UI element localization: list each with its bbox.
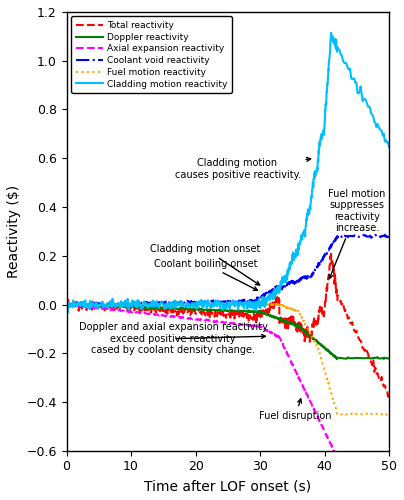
Total reactivity <box>214 312 219 318</box>
Doppler reactivity <box>215 308 219 314</box>
Cladding motion reactivity <box>387 144 391 150</box>
Total reactivity <box>328 251 333 257</box>
Y-axis label: Reactivity ($): Reactivity ($) <box>7 185 21 278</box>
Coolant void reactivity <box>287 280 292 285</box>
Cladding motion reactivity <box>312 168 317 174</box>
Axial expansion reactivity <box>287 356 292 362</box>
Fuel motion reactivity <box>312 338 317 344</box>
Line: Fuel motion reactivity: Fuel motion reactivity <box>67 303 389 415</box>
Axial expansion reactivity <box>151 312 156 318</box>
Fuel motion reactivity <box>151 302 156 308</box>
Axial expansion reactivity <box>312 408 317 414</box>
Doppler reactivity <box>151 306 156 312</box>
Doppler reactivity <box>254 309 259 315</box>
Axial expansion reactivity <box>64 302 69 308</box>
Cladding motion reactivity <box>215 304 219 310</box>
Doppler reactivity <box>287 320 292 326</box>
Line: Coolant void reactivity: Coolant void reactivity <box>67 234 389 306</box>
Fuel motion reactivity <box>279 302 284 308</box>
X-axis label: Time after LOF onset (s): Time after LOF onset (s) <box>144 479 311 493</box>
Cladding motion reactivity <box>279 282 284 288</box>
Cladding motion reactivity <box>151 302 156 308</box>
Text: Fuel disruption: Fuel disruption <box>259 399 332 421</box>
Doppler reactivity <box>279 317 284 323</box>
Cladding motion reactivity <box>64 302 69 308</box>
Cladding motion reactivity <box>65 310 70 316</box>
Cladding motion reactivity <box>254 304 259 310</box>
Total reactivity <box>279 314 284 320</box>
Total reactivity <box>387 391 391 397</box>
Line: Total reactivity: Total reactivity <box>67 254 389 396</box>
Coolant void reactivity <box>383 232 387 237</box>
Fuel motion reactivity <box>254 302 259 308</box>
Legend: Total reactivity, Doppler reactivity, Axial expansion reactivity, Coolant void r: Total reactivity, Doppler reactivity, Ax… <box>71 16 232 93</box>
Line: Cladding motion reactivity: Cladding motion reactivity <box>67 33 389 312</box>
Axial expansion reactivity <box>351 456 356 462</box>
Total reactivity <box>254 312 259 318</box>
Line: Axial expansion reactivity: Axial expansion reactivity <box>67 304 389 459</box>
Fuel motion reactivity <box>135 300 140 306</box>
Text: Coolant boiling onset: Coolant boiling onset <box>154 258 257 290</box>
Total reactivity <box>151 305 156 311</box>
Axial expansion reactivity <box>254 324 259 330</box>
Coolant void reactivity <box>64 301 69 307</box>
Fuel motion reactivity <box>387 411 391 417</box>
Coolant void reactivity <box>215 300 219 306</box>
Doppler reactivity <box>64 301 69 307</box>
Line: Doppler reactivity: Doppler reactivity <box>67 304 389 359</box>
Axial expansion reactivity <box>279 338 284 344</box>
Cladding motion reactivity <box>328 30 333 36</box>
Doppler reactivity <box>387 355 391 361</box>
Coolant void reactivity <box>312 268 317 274</box>
Coolant void reactivity <box>279 284 284 290</box>
Fuel motion reactivity <box>64 301 69 307</box>
Coolant void reactivity <box>67 304 72 310</box>
Doppler reactivity <box>312 336 317 342</box>
Coolant void reactivity <box>254 298 259 304</box>
Axial expansion reactivity <box>387 456 391 462</box>
Fuel motion reactivity <box>215 301 219 307</box>
Text: Doppler and axial expansion reactivity
exceed positive reactivity
cased by coola: Doppler and axial expansion reactivity e… <box>78 322 267 356</box>
Text: Fuel motion
suppresses
reactivity
increase.: Fuel motion suppresses reactivity increa… <box>328 188 385 278</box>
Total reactivity <box>312 319 317 325</box>
Doppler reactivity <box>335 356 339 362</box>
Fuel motion reactivity <box>287 306 292 312</box>
Fuel motion reactivity <box>372 412 377 418</box>
Total reactivity <box>64 298 69 304</box>
Total reactivity <box>287 320 292 326</box>
Cladding motion reactivity <box>287 260 292 266</box>
Text: Cladding motion
causes positive reactivity.: Cladding motion causes positive reactivi… <box>175 158 311 180</box>
Axial expansion reactivity <box>214 318 219 324</box>
Doppler reactivity <box>66 301 71 307</box>
Coolant void reactivity <box>387 234 391 239</box>
Total reactivity <box>385 394 390 400</box>
Text: Cladding motion onset: Cladding motion onset <box>150 244 261 285</box>
Coolant void reactivity <box>151 300 156 306</box>
